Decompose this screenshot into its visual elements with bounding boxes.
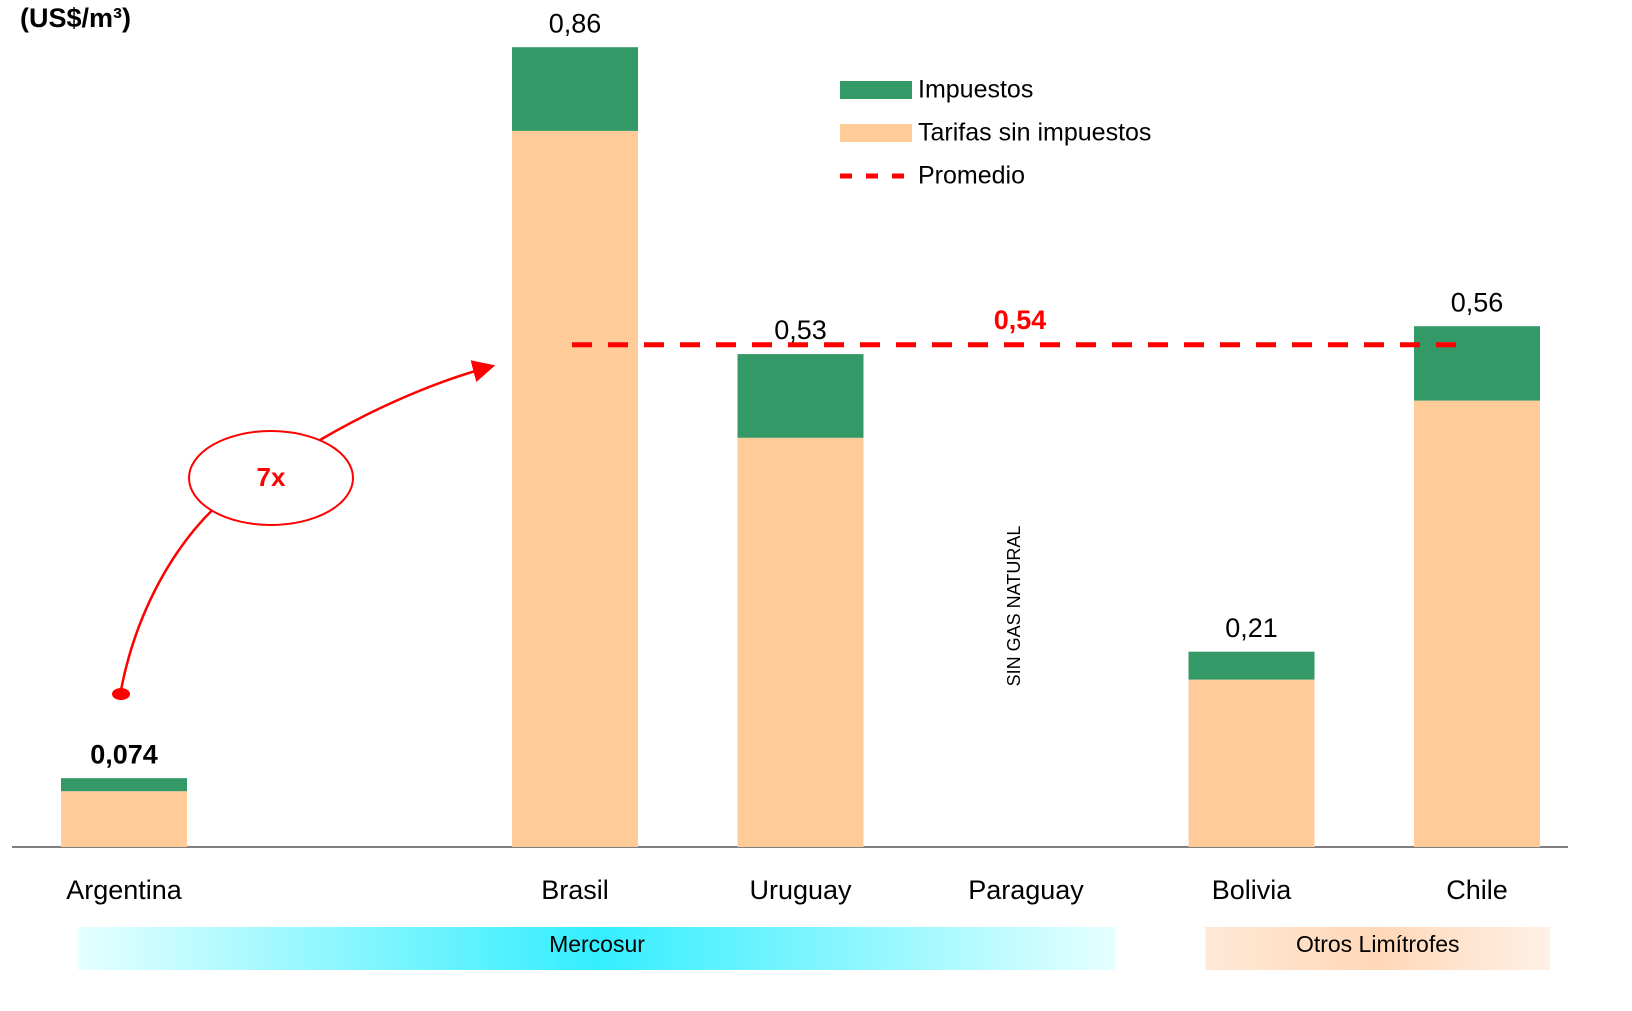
average-label: 0,54: [994, 305, 1047, 335]
total-label: 0,21: [1225, 613, 1278, 643]
legend-swatch: [840, 81, 912, 99]
chart-title: (US$/m³): [20, 3, 131, 33]
group-band: [1205, 927, 1550, 970]
total-label: 0,56: [1451, 287, 1504, 317]
group-band: [78, 927, 1115, 970]
bar-segment: [737, 354, 864, 438]
legend-label: Impuestos: [918, 76, 1033, 104]
arrow: [119, 366, 493, 691]
total-label: 0,074: [90, 739, 158, 769]
group-label: Otros Limítrofes: [1296, 931, 1460, 957]
bar-segment: [1414, 326, 1540, 401]
arrow-start: [112, 688, 130, 700]
bar-segment: [61, 778, 187, 792]
group-label: Mercosur: [549, 931, 645, 957]
ratio-ellipse: [188, 430, 354, 526]
bar-segment: [512, 47, 638, 131]
x-tick-label: Argentina: [66, 875, 183, 905]
total-label: 0,53: [774, 315, 827, 345]
bar-segment: [1414, 400, 1540, 847]
x-tick-label: Bolivia: [1212, 875, 1293, 905]
bar-segment: [61, 791, 187, 847]
x-tick-label: Chile: [1446, 875, 1508, 905]
x-tick-label: Paraguay: [968, 875, 1084, 905]
bar-segment: [1188, 679, 1315, 847]
x-tick-label: Brasil: [541, 875, 609, 905]
legend-label: Promedio: [918, 162, 1025, 190]
legend-swatch: [840, 124, 912, 142]
bar-segment: [1188, 651, 1315, 680]
legend-label: Tarifas sin impuestos: [918, 119, 1151, 147]
bar-segment: [512, 130, 638, 847]
ratio-label: 7x: [257, 462, 286, 492]
total-label: 0,86: [549, 8, 602, 38]
bar-segment: [737, 437, 864, 847]
no-data-label: SIN GAS NATURAL: [1004, 526, 1024, 687]
x-tick-label: Uruguay: [749, 875, 852, 905]
